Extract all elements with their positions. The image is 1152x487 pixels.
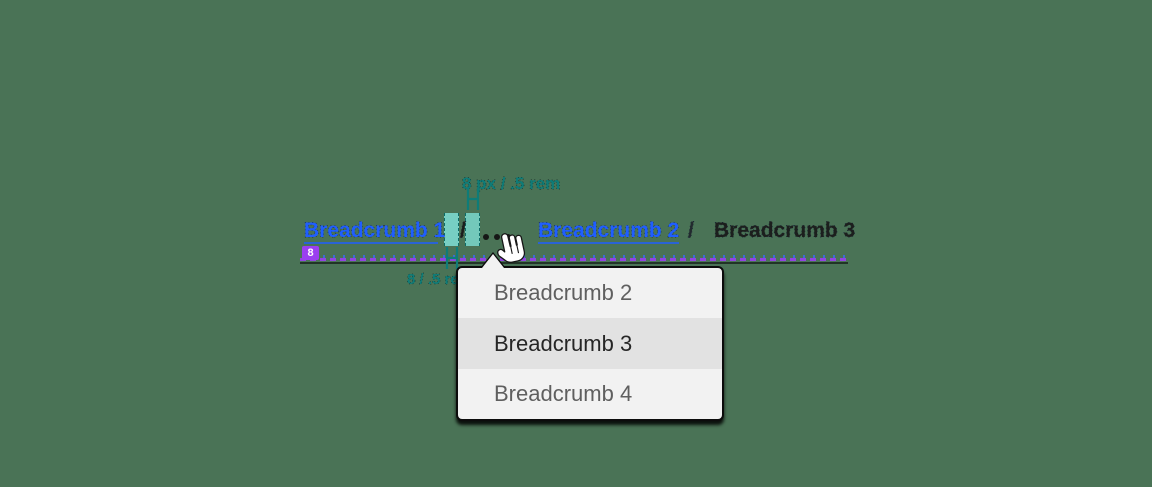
svg-text:/: / (460, 219, 466, 242)
svg-text:/: / (688, 219, 694, 242)
svg-text:Breadcrumb 1: Breadcrumb 1 (304, 219, 446, 242)
svg-text:Breadcrumb 2: Breadcrumb 2 (538, 219, 679, 242)
svg-text:Breadcrumb 3: Breadcrumb 3 (714, 219, 855, 242)
